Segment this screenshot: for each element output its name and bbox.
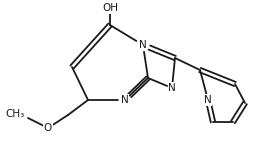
Text: CH₃: CH₃ bbox=[5, 109, 25, 119]
Text: O: O bbox=[44, 123, 52, 133]
Text: N: N bbox=[121, 95, 129, 105]
Text: OH: OH bbox=[102, 3, 118, 13]
Text: N: N bbox=[139, 40, 147, 50]
Text: N: N bbox=[168, 83, 176, 93]
Text: N: N bbox=[204, 95, 212, 105]
